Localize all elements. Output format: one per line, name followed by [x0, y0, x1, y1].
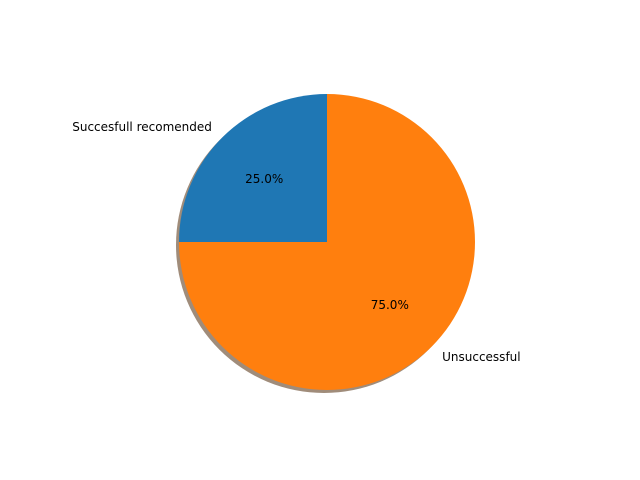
- pie-labels: 25.0% Succesfull recomended 75.0% Unsuccess…: [72, 120, 520, 364]
- slice-percent-label: 25.0%: [245, 172, 283, 186]
- slice-percent-label: 75.0%: [371, 298, 409, 312]
- pie-slice-successful: [179, 94, 327, 242]
- pie-slice-unsuccessful: [179, 94, 475, 390]
- slice-category-label: Succesfull recomended: [72, 120, 212, 134]
- slice-category-label: Unsuccessful: [442, 350, 520, 364]
- pie-slices: [179, 94, 475, 390]
